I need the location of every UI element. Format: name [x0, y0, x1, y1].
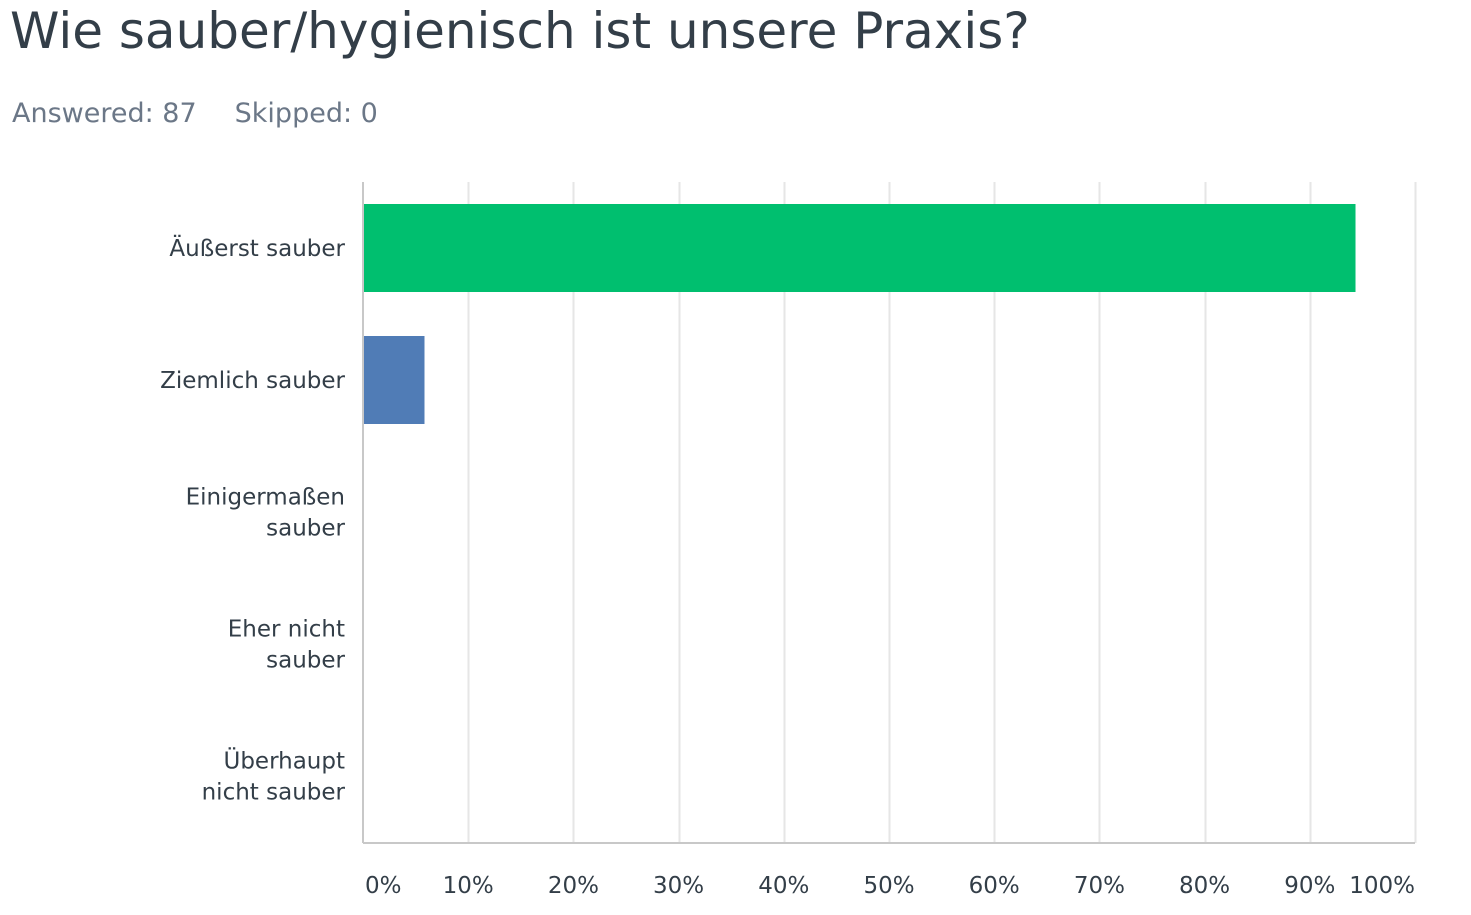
grid-lines: [467, 182, 1417, 843]
answered-count: 87: [162, 98, 197, 129]
x-tick-label: 90%: [1284, 873, 1335, 899]
x-tick-label: 100%: [1349, 873, 1415, 899]
answered-label: Answered:: [12, 98, 154, 129]
category-labels: Äußerst sauber Ziemlich sauber Einigermaße…: [160, 234, 345, 806]
axes: [362, 182, 1415, 844]
bars: [364, 204, 1356, 424]
answered-stat: Answered: 87: [12, 97, 197, 131]
category-label-line: Überhaupt: [223, 747, 345, 775]
category-label-line: Ziemlich sauber: [160, 368, 345, 394]
category-label: Ziemlich sauber: [160, 368, 345, 394]
category-label: Einigermaßen sauber: [186, 485, 346, 542]
category-label-line: Eher nicht: [228, 617, 345, 643]
x-tick-label: 50%: [863, 873, 914, 899]
x-tick-label: 20%: [548, 873, 599, 899]
category-label: Eher nicht sauber: [228, 617, 346, 674]
x-tick-label: 60%: [969, 873, 1020, 899]
question-title: Wie sauber/hygienisch ist unsere Praxis?: [10, 2, 1030, 60]
x-tick-label: 40%: [758, 873, 809, 899]
x-tick-label: 10%: [443, 873, 494, 899]
x-tick-label: 80%: [1179, 873, 1230, 899]
x-tick-label: 0%: [365, 873, 402, 899]
x-tick-label: 70%: [1074, 873, 1125, 899]
skipped-label: Skipped:: [234, 98, 353, 129]
category-label: Überhaupt nicht sauber: [202, 747, 346, 806]
category-label-line: Einigermaßen: [186, 485, 345, 511]
category-label-line: nicht sauber: [202, 780, 346, 806]
x-tick-labels: 0% 10% 20% 30% 40% 50% 60% 70% 80% 90% 100%: [365, 873, 1415, 899]
skipped-stat: Skipped: 0: [235, 97, 378, 131]
category-label-line: sauber: [266, 516, 345, 542]
bar: [364, 336, 425, 424]
x-tick-label: 30%: [653, 873, 704, 899]
bar: [364, 204, 1356, 292]
response-stats: Answered: 87 Skipped: 0: [12, 97, 378, 131]
category-label-line: Äußerst sauber: [169, 234, 345, 262]
skipped-count: 0: [360, 98, 378, 129]
category-label-line: sauber: [266, 648, 345, 674]
category-label: Äußerst sauber: [169, 234, 345, 262]
